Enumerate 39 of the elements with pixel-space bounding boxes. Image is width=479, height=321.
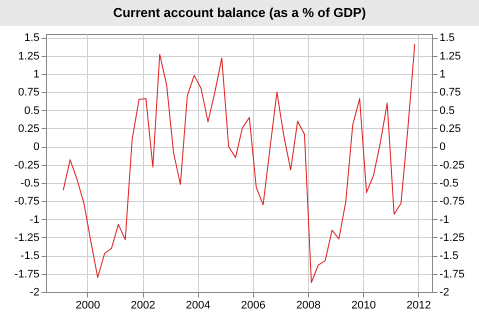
y-tick-label: 0.75	[18, 86, 40, 99]
y2-tick-label: -1	[440, 214, 450, 226]
y2-tick-label: -0.25	[440, 159, 465, 172]
line-series	[62, 44, 416, 284]
y-tick-label: 1.25	[18, 50, 40, 62]
y-tick-label: -1.5	[20, 250, 40, 262]
x-tick-label: 2006	[241, 300, 266, 312]
y-tick-label: -1.75	[14, 268, 40, 280]
y2-tick-label: 0	[440, 141, 446, 154]
x-tick-label: 2002	[130, 300, 156, 312]
y2-tick-label: -1.25	[440, 232, 465, 244]
x-tick-label: 2004	[186, 300, 210, 312]
y-tick-label: 0	[33, 141, 40, 154]
chart-title: Current account balance (as a % of GDP)	[0, 0, 479, 26]
y2-tick-label: 1.25	[440, 50, 461, 62]
y2-tick-label: -0.5	[440, 177, 458, 190]
y2-tick-label: 1	[440, 68, 446, 80]
y-tick-label: -2	[30, 286, 40, 298]
x-tick-label: 2008	[296, 300, 321, 312]
y2-tick-label: -1.75	[440, 268, 465, 280]
x-tick-label: 2000	[76, 300, 100, 312]
y2-tick-label: -0.75	[440, 196, 465, 208]
y2-tick-label: 0.75	[440, 86, 461, 99]
y2-tick-label: -2	[440, 286, 450, 298]
y-tick-label: -0.5	[20, 177, 40, 190]
y-tick-label: -0.75	[14, 196, 40, 208]
y2-tick-label: 0.25	[440, 122, 461, 135]
y-tick-label: -0.25	[14, 159, 40, 172]
y-tick-label: 1	[33, 68, 40, 80]
y-tick-label: 0.5	[24, 104, 40, 117]
y2-tick-label: 1.5	[440, 32, 455, 44]
y-tick-label: 1.5	[24, 32, 40, 44]
x-tick-label: 2010	[351, 300, 376, 312]
x-tick-label: 2012	[406, 300, 431, 312]
y2-tick-label: 0.5	[440, 104, 455, 117]
y-tick-label: -1.25	[14, 232, 40, 244]
y2-tick-label: -1.5	[440, 250, 458, 262]
y-tick-label: 0.25	[18, 122, 40, 135]
y-tick-label: -1	[30, 214, 40, 226]
